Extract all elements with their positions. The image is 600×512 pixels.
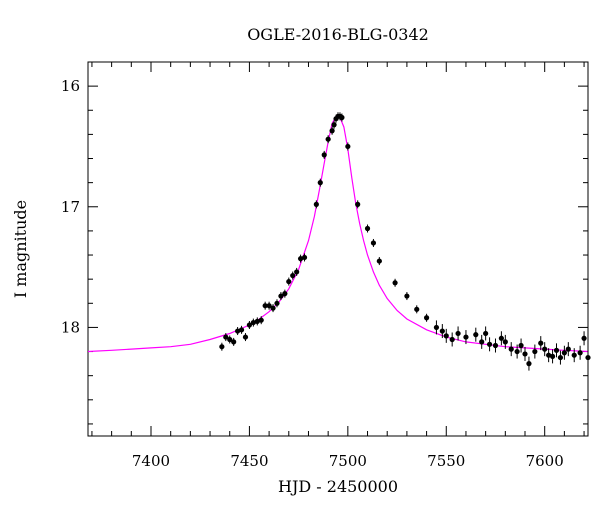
data-point	[542, 346, 548, 352]
data-point	[331, 122, 337, 128]
y-tick-label: 18	[61, 318, 80, 336]
data-point	[325, 136, 331, 142]
data-point	[571, 352, 577, 358]
data-point	[235, 328, 241, 334]
data-point	[546, 352, 552, 358]
x-tick-label: 7550	[427, 452, 465, 470]
data-point	[294, 269, 300, 275]
data-point	[227, 336, 233, 343]
data-point	[278, 293, 284, 299]
data-point	[242, 334, 249, 340]
data-point	[553, 347, 560, 353]
data-point	[329, 128, 335, 134]
data-point	[581, 335, 587, 341]
data-point	[502, 339, 508, 345]
x-tick-label: 7500	[329, 452, 367, 470]
data-point	[557, 354, 564, 361]
data-point	[585, 354, 591, 361]
data-point	[479, 339, 485, 345]
data-point	[321, 152, 327, 158]
data-point	[301, 254, 308, 261]
data-point	[423, 315, 430, 321]
data-point	[455, 330, 461, 337]
data-point	[286, 278, 292, 285]
data-point	[254, 318, 260, 324]
data-point	[282, 291, 288, 297]
data-point	[355, 201, 361, 207]
data-point	[449, 336, 455, 343]
data-point	[246, 322, 253, 328]
data-point	[270, 305, 276, 311]
x-tick-label: 7400	[132, 452, 170, 470]
y-tick-label: 16	[61, 77, 80, 95]
data-point	[483, 330, 489, 337]
data-point	[223, 334, 229, 340]
data-point	[439, 328, 445, 334]
data-point	[231, 339, 237, 345]
data-point	[526, 361, 532, 367]
data-point	[392, 280, 398, 286]
chart-title: OGLE-2016-BLG-0342	[247, 25, 429, 44]
data-point	[238, 327, 245, 333]
data-point	[508, 346, 514, 352]
x-tick-label: 7450	[230, 452, 268, 470]
data-point	[538, 340, 544, 346]
data-point	[404, 293, 410, 299]
data-point	[370, 240, 377, 246]
data-point	[297, 256, 304, 262]
data-point	[364, 225, 371, 232]
data-point	[498, 335, 504, 341]
data-point	[549, 353, 556, 359]
data-point	[250, 319, 256, 326]
x-axis-label: HJD - 2450000	[278, 477, 398, 496]
data-point	[561, 350, 567, 356]
data-point	[258, 317, 264, 323]
data-point	[463, 334, 469, 340]
data-point	[376, 258, 382, 264]
plot-frame	[87, 61, 589, 437]
data-point	[274, 300, 280, 306]
data-point	[433, 324, 440, 331]
data-point	[313, 201, 319, 207]
data-point	[290, 272, 296, 279]
data-point	[339, 114, 345, 121]
data-point	[219, 344, 225, 350]
data-point	[565, 346, 571, 352]
y-tick-label: 17	[61, 198, 80, 216]
data-point	[492, 342, 499, 349]
x-tick-label: 7600	[526, 452, 564, 470]
data-point	[414, 306, 420, 312]
data-point	[532, 348, 538, 355]
data-points	[219, 112, 591, 371]
data-point	[518, 342, 524, 349]
model-curve	[87, 115, 589, 353]
data-point	[317, 180, 323, 186]
y-axis-label: I magnitude	[11, 200, 30, 298]
data-point	[473, 332, 479, 338]
data-point	[262, 303, 268, 309]
data-point	[486, 341, 493, 347]
data-point	[443, 333, 449, 339]
data-point	[522, 351, 528, 357]
data-point	[266, 303, 272, 309]
axis-ticks: 7400 7450 7500 7550 7600 16 17 18	[61, 61, 588, 470]
data-point	[345, 143, 351, 150]
data-point	[514, 348, 520, 355]
data-point	[577, 350, 583, 356]
